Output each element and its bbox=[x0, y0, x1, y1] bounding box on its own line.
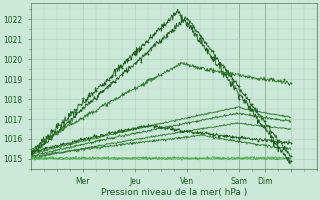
X-axis label: Pression niveau de la mer( hPa ): Pression niveau de la mer( hPa ) bbox=[101, 188, 247, 197]
